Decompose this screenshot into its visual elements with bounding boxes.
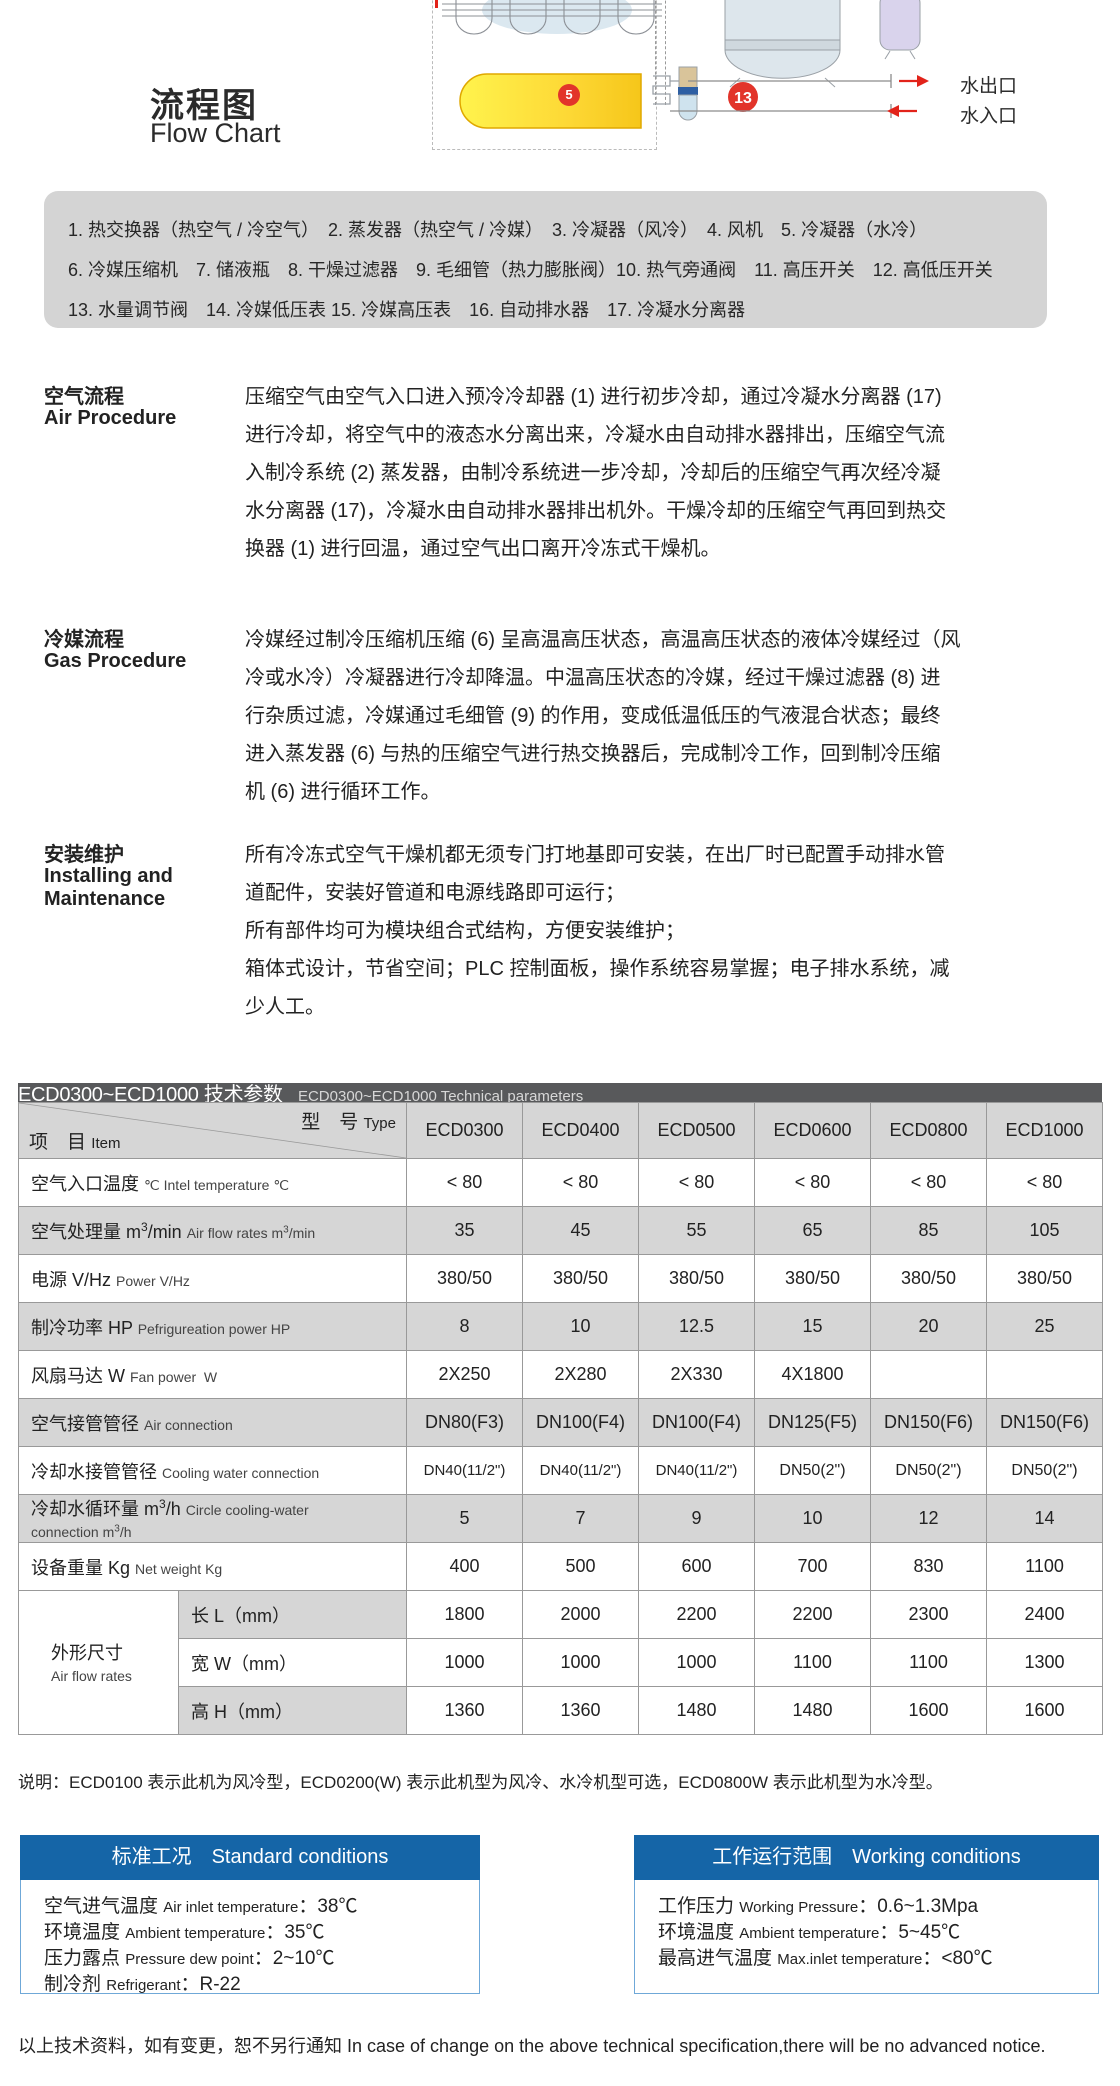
svg-text:13: 13 — [734, 90, 752, 107]
